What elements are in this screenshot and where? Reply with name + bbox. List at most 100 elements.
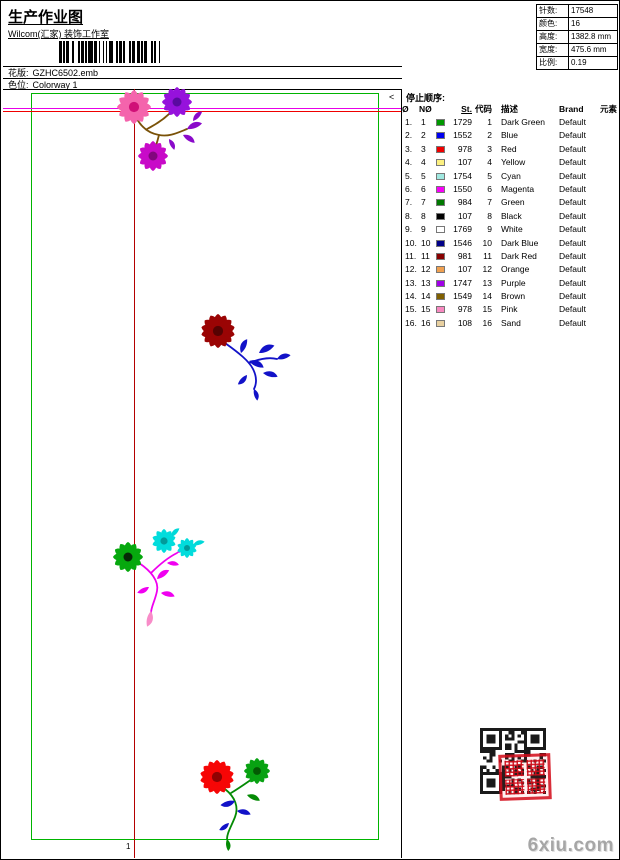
- barcode-gap: [97, 41, 99, 63]
- color-code: 5: [487, 170, 492, 181]
- thread-brand: Default: [559, 224, 586, 235]
- color-chip: [436, 239, 445, 247]
- stat-value: 1382.8 mm: [571, 32, 612, 41]
- color-chip: [436, 226, 445, 234]
- color-code: 2: [487, 130, 492, 141]
- sequence-row: 15. 15 978 15 Pink Default: [402, 303, 619, 316]
- barcode-bar: [59, 41, 62, 63]
- barcode-bar: [105, 41, 108, 63]
- color-description: Dark Green: [501, 117, 545, 127]
- sequence-row: 5. 5 1754 5 Cyan Default: [402, 170, 619, 183]
- element-cell: [600, 143, 619, 156]
- thread-brand: Default: [559, 250, 586, 261]
- stitch-count: 108: [457, 317, 472, 328]
- element-cell: [600, 277, 619, 290]
- design-boundary: [31, 93, 379, 840]
- stitch-count: 981: [457, 250, 472, 261]
- barcode: [59, 41, 163, 63]
- stitch-count: 1769: [453, 224, 472, 235]
- barcode-gap: [155, 41, 159, 63]
- thread-brand: Default: [559, 210, 586, 221]
- color-chip: [436, 266, 445, 274]
- needle-number: 1: [421, 117, 426, 127]
- sequence-row: 16. 16 108 16 Sand Default: [402, 317, 619, 330]
- barcode-gap: [152, 41, 155, 63]
- stitch-count: 1549: [453, 291, 472, 302]
- thread-brand: Default: [559, 304, 586, 315]
- sequence-row: 12. 12 107 12 Orange Default: [402, 263, 619, 276]
- sequence-row: 4. 4 107 4 Yellow Default: [402, 156, 619, 169]
- element-cell: [600, 317, 619, 330]
- barcode-gap: [135, 41, 137, 63]
- studio-name: Wilcom(汇家) 装饰工作室: [8, 29, 109, 39]
- stitch-count: 1550: [453, 183, 472, 194]
- stitch-count: 107: [457, 157, 472, 168]
- body-divider: [3, 89, 619, 90]
- color-description: Green: [501, 197, 525, 208]
- color-description: Magenta: [501, 183, 535, 194]
- start-horizontal-guide: [3, 108, 401, 109]
- chip-cell: [434, 250, 449, 263]
- color-code: 8: [487, 210, 492, 221]
- sequence-row: 1. 1 1729 1 Dark Green Default: [402, 116, 619, 129]
- barcode-bar: [141, 41, 143, 63]
- pattern-label: 花版:: [8, 68, 29, 78]
- needle-number: 10: [421, 237, 431, 248]
- chip-cell: [434, 170, 449, 183]
- stitch-count: 1729: [453, 117, 472, 127]
- page-title: 生产作业图: [8, 9, 84, 26]
- thread-brand: Default: [559, 264, 586, 275]
- sequence-header-row: Ø NØ St. 代码 描述 Brand 元素: [402, 103, 619, 115]
- site-watermark: 6xiu.com: [527, 835, 614, 856]
- needle-number: 15: [421, 304, 431, 315]
- barcode-bar: [94, 41, 98, 63]
- stat-label: 比例:: [537, 57, 569, 70]
- col-needle: NØ: [419, 104, 432, 114]
- stat-colors: 颜色: 16: [537, 18, 617, 31]
- stitch-count: 1552: [453, 130, 472, 141]
- chip-cell: [434, 183, 449, 196]
- stat-value: 16: [571, 19, 580, 28]
- barcode-gap: [83, 41, 86, 63]
- row-index: 3.: [405, 143, 413, 154]
- stitch-count: 1754: [453, 170, 472, 181]
- needle-number: 3: [421, 143, 426, 154]
- needle-horizontal-guide: [3, 111, 401, 112]
- barcode-gap: [64, 41, 67, 63]
- row-index: 2.: [405, 130, 413, 141]
- pattern-divider: [3, 78, 402, 79]
- color-code: 4: [487, 157, 492, 168]
- row-index: 9.: [405, 224, 413, 235]
- color-description: Orange: [501, 264, 530, 275]
- seal-glyph: [526, 777, 546, 794]
- thread-brand: Default: [559, 170, 586, 181]
- sequence-row: 3. 3 978 3 Red Default: [402, 143, 619, 156]
- design-stats-box: 针数: 17548 颜色: 16 高度: 1382.8 mm 宽度: 475.6 mm …: [536, 4, 618, 70]
- stat-height: 高度: 1382.8 mm: [537, 31, 617, 44]
- color-description: Black: [501, 210, 522, 221]
- barcode-bar: [98, 41, 101, 63]
- needle-number: 4: [421, 157, 426, 168]
- row-index: 16.: [405, 317, 417, 328]
- color-description: Brown: [501, 291, 526, 302]
- color-chip: [436, 145, 445, 153]
- element-cell: [600, 263, 619, 276]
- barcode-bar: [72, 41, 74, 63]
- color-description: Blue: [501, 130, 519, 141]
- needle-number: 12: [421, 264, 431, 275]
- color-chip: [436, 119, 445, 126]
- color-code: 9: [487, 224, 492, 235]
- seal-glyph: [505, 778, 525, 795]
- row-index: 13.: [405, 277, 417, 288]
- color-description: White: [501, 224, 523, 235]
- chip-cell: [434, 263, 449, 276]
- needle-number: 6: [421, 183, 426, 194]
- needle-number: 2: [421, 130, 426, 141]
- stat-label: 颜色:: [537, 18, 569, 30]
- sequence-row: 13. 13 1747 13 Purple Default: [402, 277, 619, 290]
- thread-brand: Default: [559, 237, 586, 248]
- col-stitches: St.: [461, 104, 472, 114]
- row-index: 1.: [405, 117, 413, 127]
- needle-number: 14: [421, 291, 431, 302]
- stitch-count: 107: [457, 264, 472, 275]
